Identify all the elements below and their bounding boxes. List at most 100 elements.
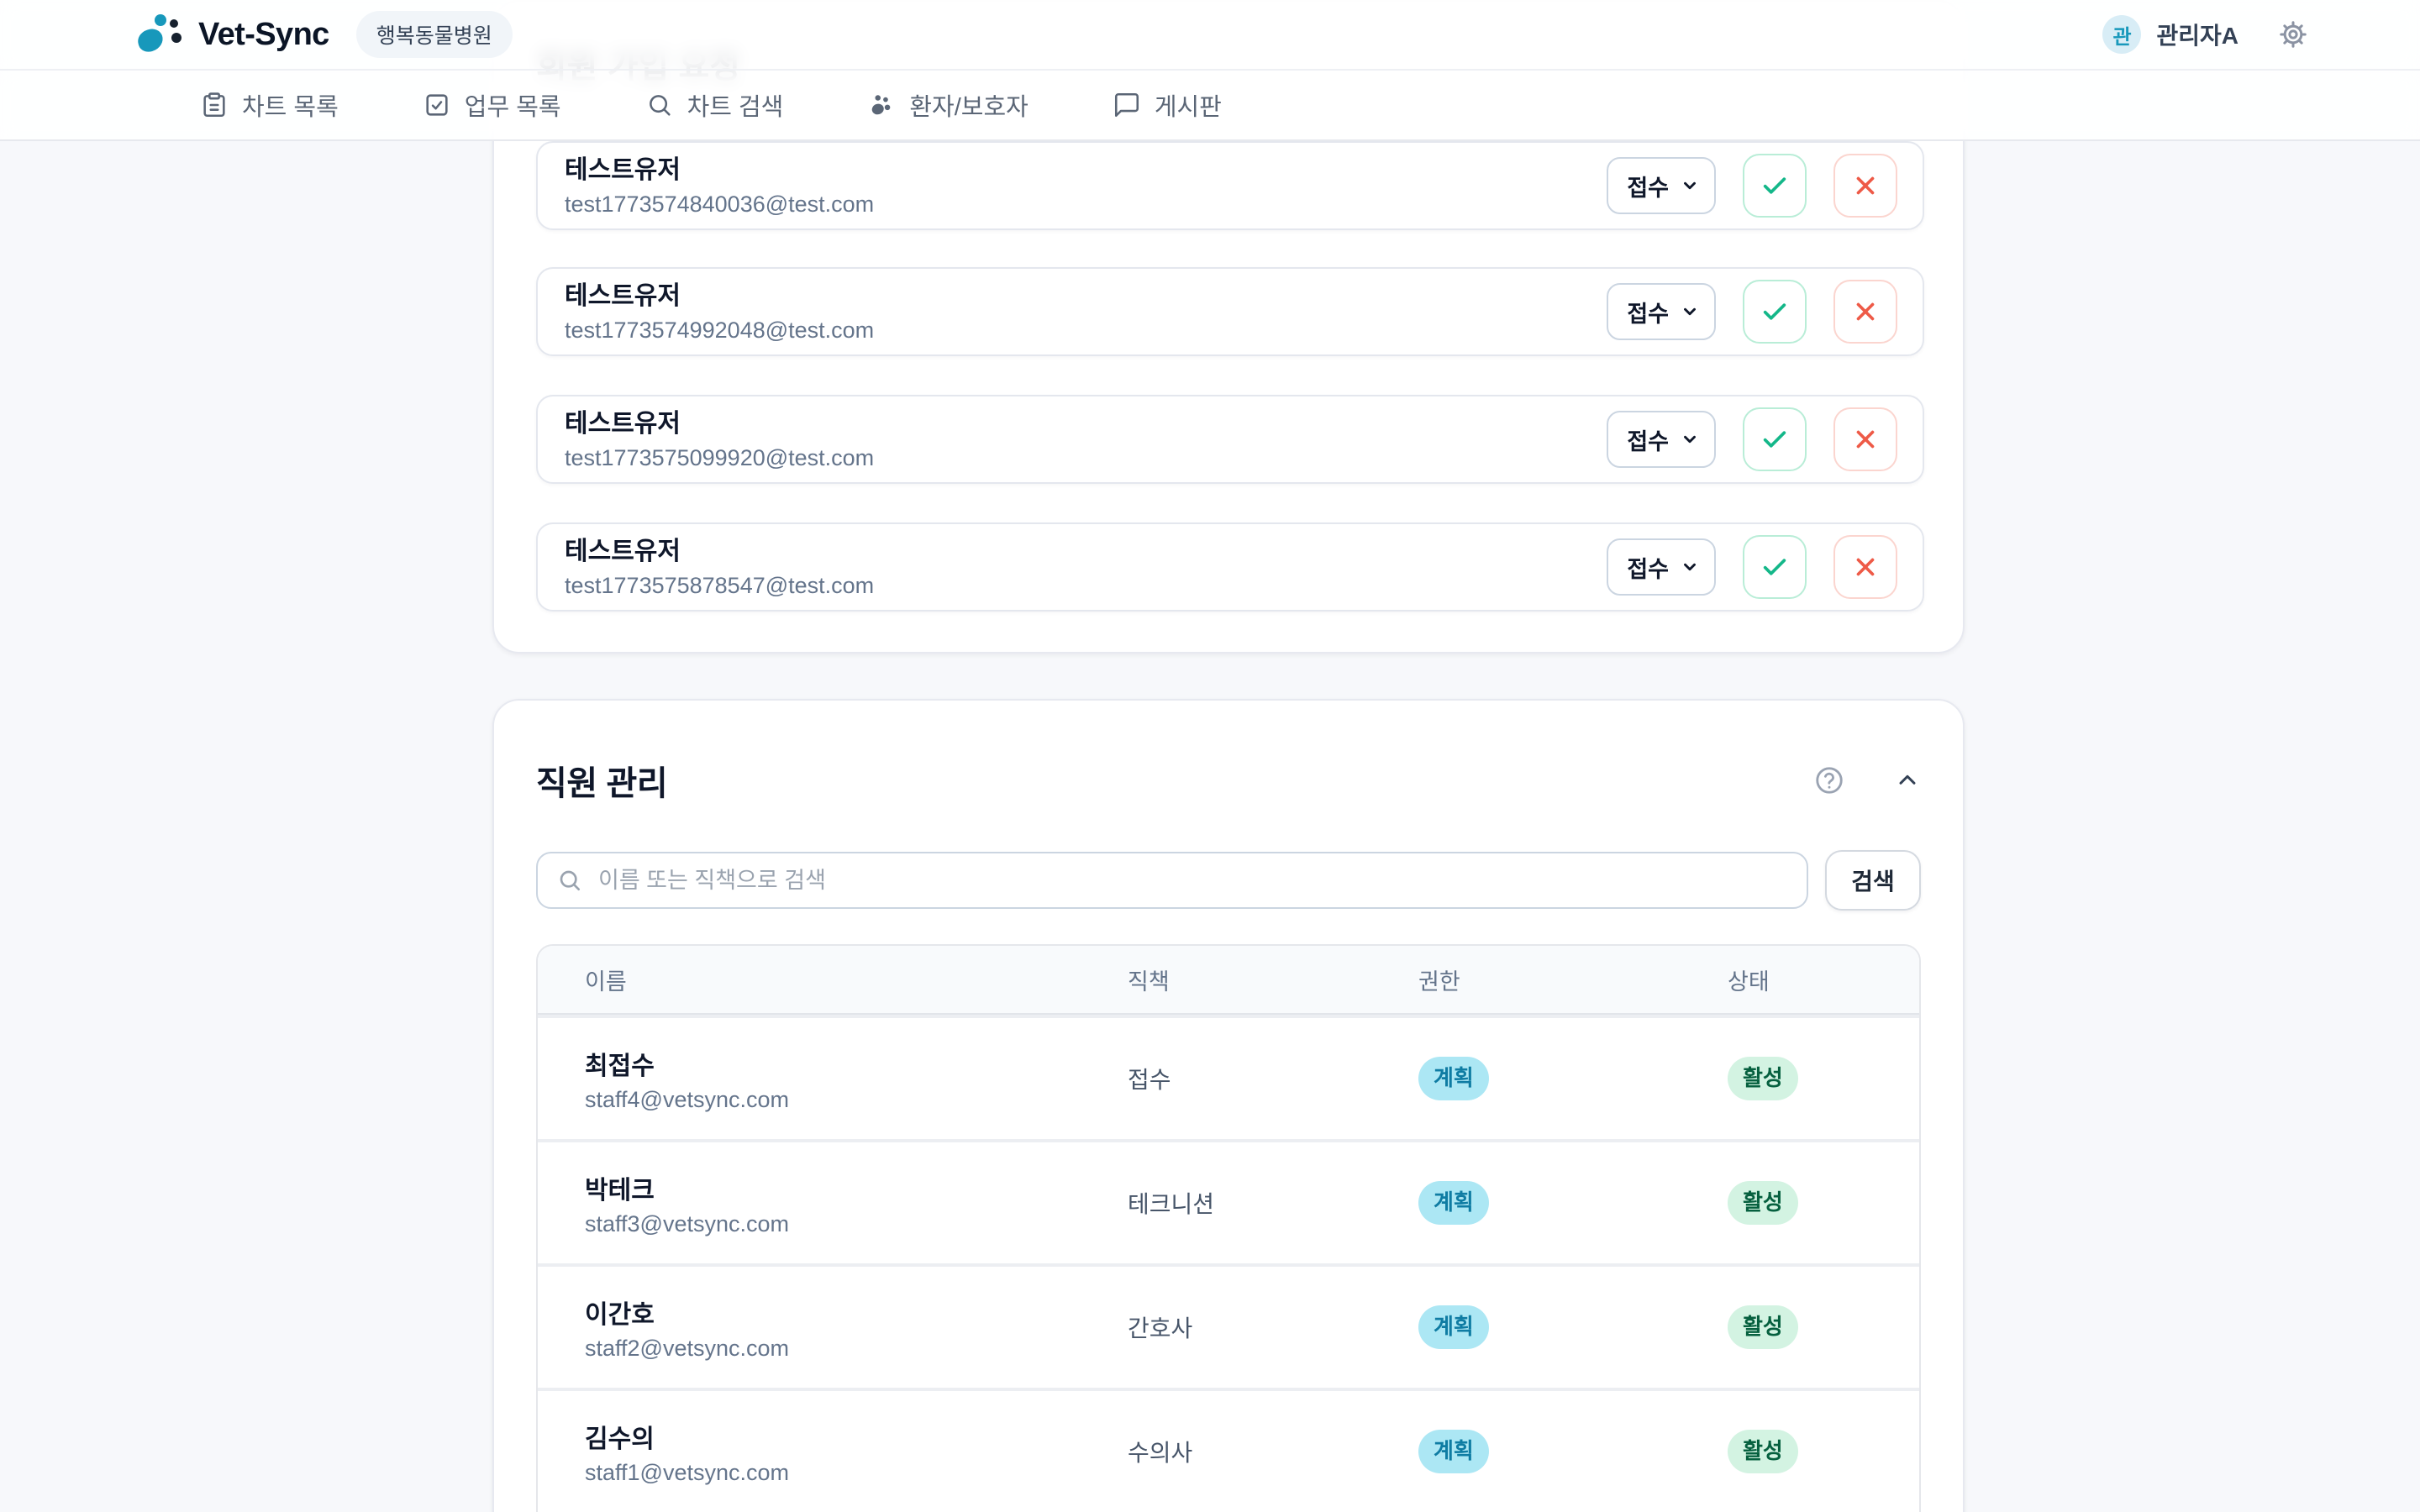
signup-user-info: 테스트유저 test1773575878547@test.com: [565, 535, 874, 599]
signup-user-info: 테스트유저 test1773575099920@test.com: [565, 407, 874, 471]
signup-actions: 접수: [1607, 407, 1897, 471]
signup-user-name: 테스트유저: [565, 156, 681, 185]
table-row: 이간호 staff2@vetsync.com 간호사 계획 활성: [538, 1263, 1919, 1388]
status-badge: 활성: [1728, 1305, 1798, 1349]
staff-table-header: 이름 직책 권한 상태: [538, 946, 1919, 1015]
app-title: Vet-Sync: [198, 16, 329, 52]
staff-section-header: 직원 관리: [536, 756, 1921, 805]
staff-position: 테크니션: [1128, 1191, 1215, 1217]
nav-item-board[interactable]: 게시판: [1113, 87, 1222, 123]
column-header-status: 상태: [1728, 969, 1770, 995]
search-icon: [649, 95, 671, 116]
role-select-value: 접수: [1627, 428, 1669, 454]
nav-label: 환자/보호자: [909, 94, 1028, 121]
column-header-permission: 권한: [1418, 969, 1460, 995]
signup-user-email: test1773574992048@test.com: [565, 317, 875, 343]
status-badge: 활성: [1728, 1057, 1798, 1100]
x-icon: [1856, 558, 1875, 576]
approve-button[interactable]: [1743, 154, 1807, 218]
paw-logo-icon: [134, 13, 182, 56]
permission-badge: 계획: [1418, 1181, 1489, 1225]
nav-label: 업무 목록: [464, 94, 561, 121]
message-square-icon: [1114, 92, 1139, 118]
reject-button[interactable]: [1833, 535, 1897, 599]
column-header-name: 이름: [585, 969, 627, 995]
role-select-value: 접수: [1627, 175, 1669, 201]
approve-button[interactable]: [1743, 535, 1807, 599]
staff-search-input[interactable]: [536, 852, 1809, 909]
approve-button[interactable]: [1743, 280, 1807, 344]
nav-item-chart-list[interactable]: 차트 목록: [200, 87, 339, 123]
signup-user-email: test1773575099920@test.com: [565, 444, 875, 470]
signup-user-name: 테스트유저: [565, 282, 681, 311]
staff-position: 수의사: [1128, 1440, 1193, 1466]
clinic-name-badge: 행복동물병원: [355, 11, 513, 58]
staff-position: 간호사: [1128, 1315, 1193, 1341]
approve-button[interactable]: [1743, 407, 1807, 471]
clipboard-list-icon: [203, 92, 225, 118]
check-icon: [1763, 177, 1786, 194]
role-select[interactable]: 접수: [1607, 411, 1716, 468]
signup-user-email: test1773575878547@test.com: [565, 572, 875, 598]
signup-request-card: 테스트유저 test1773575878547@test.com 접수: [536, 522, 1924, 612]
chevron-down-icon: [1684, 181, 1696, 190]
chevron-down-icon: [1684, 435, 1696, 444]
staff-search-row: 검색: [536, 850, 1921, 911]
nav-label: 게시판: [1154, 94, 1222, 121]
status-badge: 활성: [1728, 1181, 1798, 1225]
help-icon[interactable]: [1813, 764, 1845, 796]
staff-name: 김수의: [585, 1425, 655, 1453]
x-icon: [1856, 176, 1875, 195]
role-select[interactable]: 접수: [1607, 157, 1716, 214]
signup-actions: 접수: [1607, 535, 1897, 599]
x-icon: [1856, 302, 1875, 321]
signup-user-email: test1773574840036@test.com: [565, 191, 875, 217]
check-icon: [1763, 559, 1786, 575]
user-menu[interactable]: 관 관리자A: [2102, 15, 2309, 54]
staff-name: 박테크: [585, 1176, 655, 1205]
signup-user-info: 테스트유저 test1773574992048@test.com: [565, 280, 874, 344]
staff-email: staff3@vetsync.com: [585, 1210, 789, 1236]
reject-button[interactable]: [1833, 407, 1897, 471]
status-badge: 활성: [1728, 1430, 1798, 1473]
gear-icon[interactable]: [2277, 18, 2309, 50]
chevron-down-icon: [1684, 563, 1696, 571]
reject-button[interactable]: [1833, 280, 1897, 344]
table-row: 박테크 staff3@vetsync.com 테크니션 계획 활성: [538, 1139, 1919, 1263]
permission-badge: 계획: [1418, 1430, 1489, 1473]
role-select[interactable]: 접수: [1607, 538, 1716, 596]
signup-actions: 접수: [1607, 280, 1897, 344]
chevron-up-icon[interactable]: [1894, 767, 1921, 794]
signup-request-card: 테스트유저 test1773575099920@test.com 접수: [536, 395, 1924, 484]
signup-user-name: 테스트유저: [565, 410, 681, 438]
avatar: 관: [2102, 15, 2142, 54]
table-row: 김수의 staff1@vetsync.com 수의사 계획 활성: [538, 1388, 1919, 1512]
paw-icon: [872, 95, 891, 115]
staff-table: 이름 직책 권한 상태 최접수 staff4@vetsync.com 접수 계획…: [536, 944, 1921, 1512]
reject-button[interactable]: [1833, 154, 1897, 218]
role-select-value: 접수: [1627, 556, 1669, 582]
nav-item-task-list[interactable]: 업무 목록: [423, 87, 561, 123]
permission-badge: 계획: [1418, 1305, 1489, 1349]
x-icon: [1856, 430, 1875, 449]
nav-label: 차트 검색: [687, 94, 784, 121]
nav-item-patient-guardian[interactable]: 환자/보호자: [867, 87, 1028, 123]
nav-item-chart-search[interactable]: 차트 검색: [645, 87, 784, 123]
check-icon: [1763, 431, 1786, 448]
staff-name: 최접수: [585, 1052, 655, 1080]
signup-user-info: 테스트유저 test1773574840036@test.com: [565, 154, 874, 218]
main-nav: 차트 목록 업무 목록 차트 검색 환자/보호자 게시판: [0, 71, 2420, 141]
user-name: 관리자A: [2156, 23, 2238, 49]
role-select-value: 접수: [1627, 301, 1669, 327]
signup-request-card: 테스트유저 test1773574992048@test.com 접수: [536, 267, 1924, 356]
app-logo[interactable]: Vet-Sync 행복동물병원: [134, 11, 513, 58]
signup-user-name: 테스트유저: [565, 538, 681, 566]
search-button[interactable]: 검색: [1825, 850, 1921, 911]
role-select[interactable]: 접수: [1607, 283, 1716, 340]
staff-email: staff2@vetsync.com: [585, 1335, 789, 1361]
nav-label: 차트 목록: [242, 94, 339, 121]
chevron-down-icon: [1684, 307, 1696, 316]
staff-management-section: 직원 관리 검색 이름 직책 권한 상태: [492, 699, 1965, 1512]
check-square-icon: [426, 94, 448, 116]
